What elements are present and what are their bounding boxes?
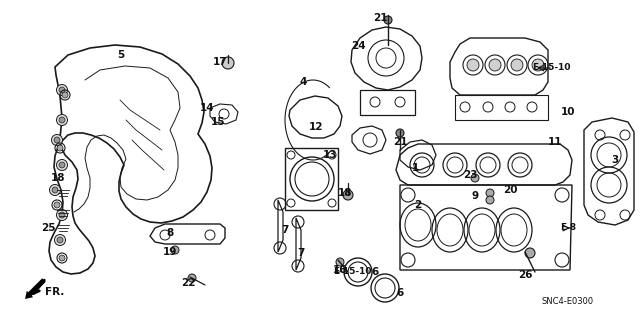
Text: 6: 6 (371, 267, 379, 277)
Circle shape (171, 246, 179, 254)
Circle shape (59, 212, 65, 218)
Text: 22: 22 (180, 278, 195, 288)
Circle shape (56, 210, 67, 220)
Text: 14: 14 (200, 103, 214, 113)
Circle shape (384, 16, 392, 24)
Circle shape (486, 196, 494, 204)
Text: SNC4-E0300: SNC4-E0300 (542, 298, 594, 307)
Text: 24: 24 (351, 41, 365, 51)
Text: 20: 20 (503, 185, 517, 195)
Text: 5: 5 (117, 50, 125, 60)
Text: E-8: E-8 (560, 224, 576, 233)
Circle shape (188, 274, 196, 282)
FancyArrow shape (25, 278, 46, 299)
Circle shape (56, 115, 67, 125)
Circle shape (57, 145, 63, 151)
Circle shape (467, 59, 479, 71)
Circle shape (54, 137, 60, 143)
Text: 11: 11 (548, 137, 563, 147)
Circle shape (396, 129, 404, 137)
Text: 26: 26 (518, 270, 532, 280)
Circle shape (56, 85, 67, 95)
Circle shape (51, 135, 63, 145)
Text: 25: 25 (41, 223, 55, 233)
Circle shape (511, 59, 523, 71)
Text: FR.: FR. (45, 287, 65, 297)
Circle shape (525, 248, 535, 258)
Circle shape (486, 189, 494, 197)
Text: 4: 4 (300, 77, 307, 87)
Text: 21: 21 (393, 137, 407, 147)
Text: 12: 12 (308, 122, 323, 132)
Circle shape (222, 57, 234, 69)
Circle shape (49, 184, 61, 196)
Circle shape (336, 258, 344, 266)
Text: 10: 10 (561, 107, 575, 117)
Circle shape (343, 190, 353, 200)
Circle shape (52, 187, 58, 193)
Text: 18: 18 (338, 188, 352, 198)
Circle shape (59, 87, 65, 93)
Text: 18: 18 (51, 173, 65, 183)
Text: 17: 17 (212, 57, 227, 67)
Circle shape (59, 162, 65, 168)
Circle shape (54, 202, 60, 208)
Circle shape (59, 117, 65, 123)
Text: 6: 6 (396, 288, 404, 298)
Text: 2: 2 (414, 200, 422, 210)
Text: E-15-10: E-15-10 (333, 268, 371, 277)
Text: 9: 9 (472, 191, 479, 201)
Text: 23: 23 (463, 170, 477, 180)
Text: 21: 21 (372, 13, 387, 23)
Text: 15: 15 (211, 117, 225, 127)
Text: 19: 19 (163, 247, 177, 257)
Circle shape (59, 255, 65, 261)
Text: 8: 8 (166, 228, 173, 238)
Circle shape (54, 234, 65, 246)
Text: 13: 13 (323, 150, 337, 160)
Text: 16: 16 (333, 265, 348, 275)
Text: 3: 3 (611, 155, 619, 165)
Text: 7: 7 (298, 248, 305, 258)
Text: E-15-10: E-15-10 (532, 63, 570, 72)
Circle shape (532, 59, 544, 71)
Circle shape (62, 92, 68, 98)
Circle shape (489, 59, 501, 71)
Circle shape (57, 237, 63, 243)
Circle shape (471, 174, 479, 182)
Text: 7: 7 (282, 225, 289, 235)
Text: 1: 1 (412, 163, 419, 173)
Circle shape (56, 160, 67, 170)
